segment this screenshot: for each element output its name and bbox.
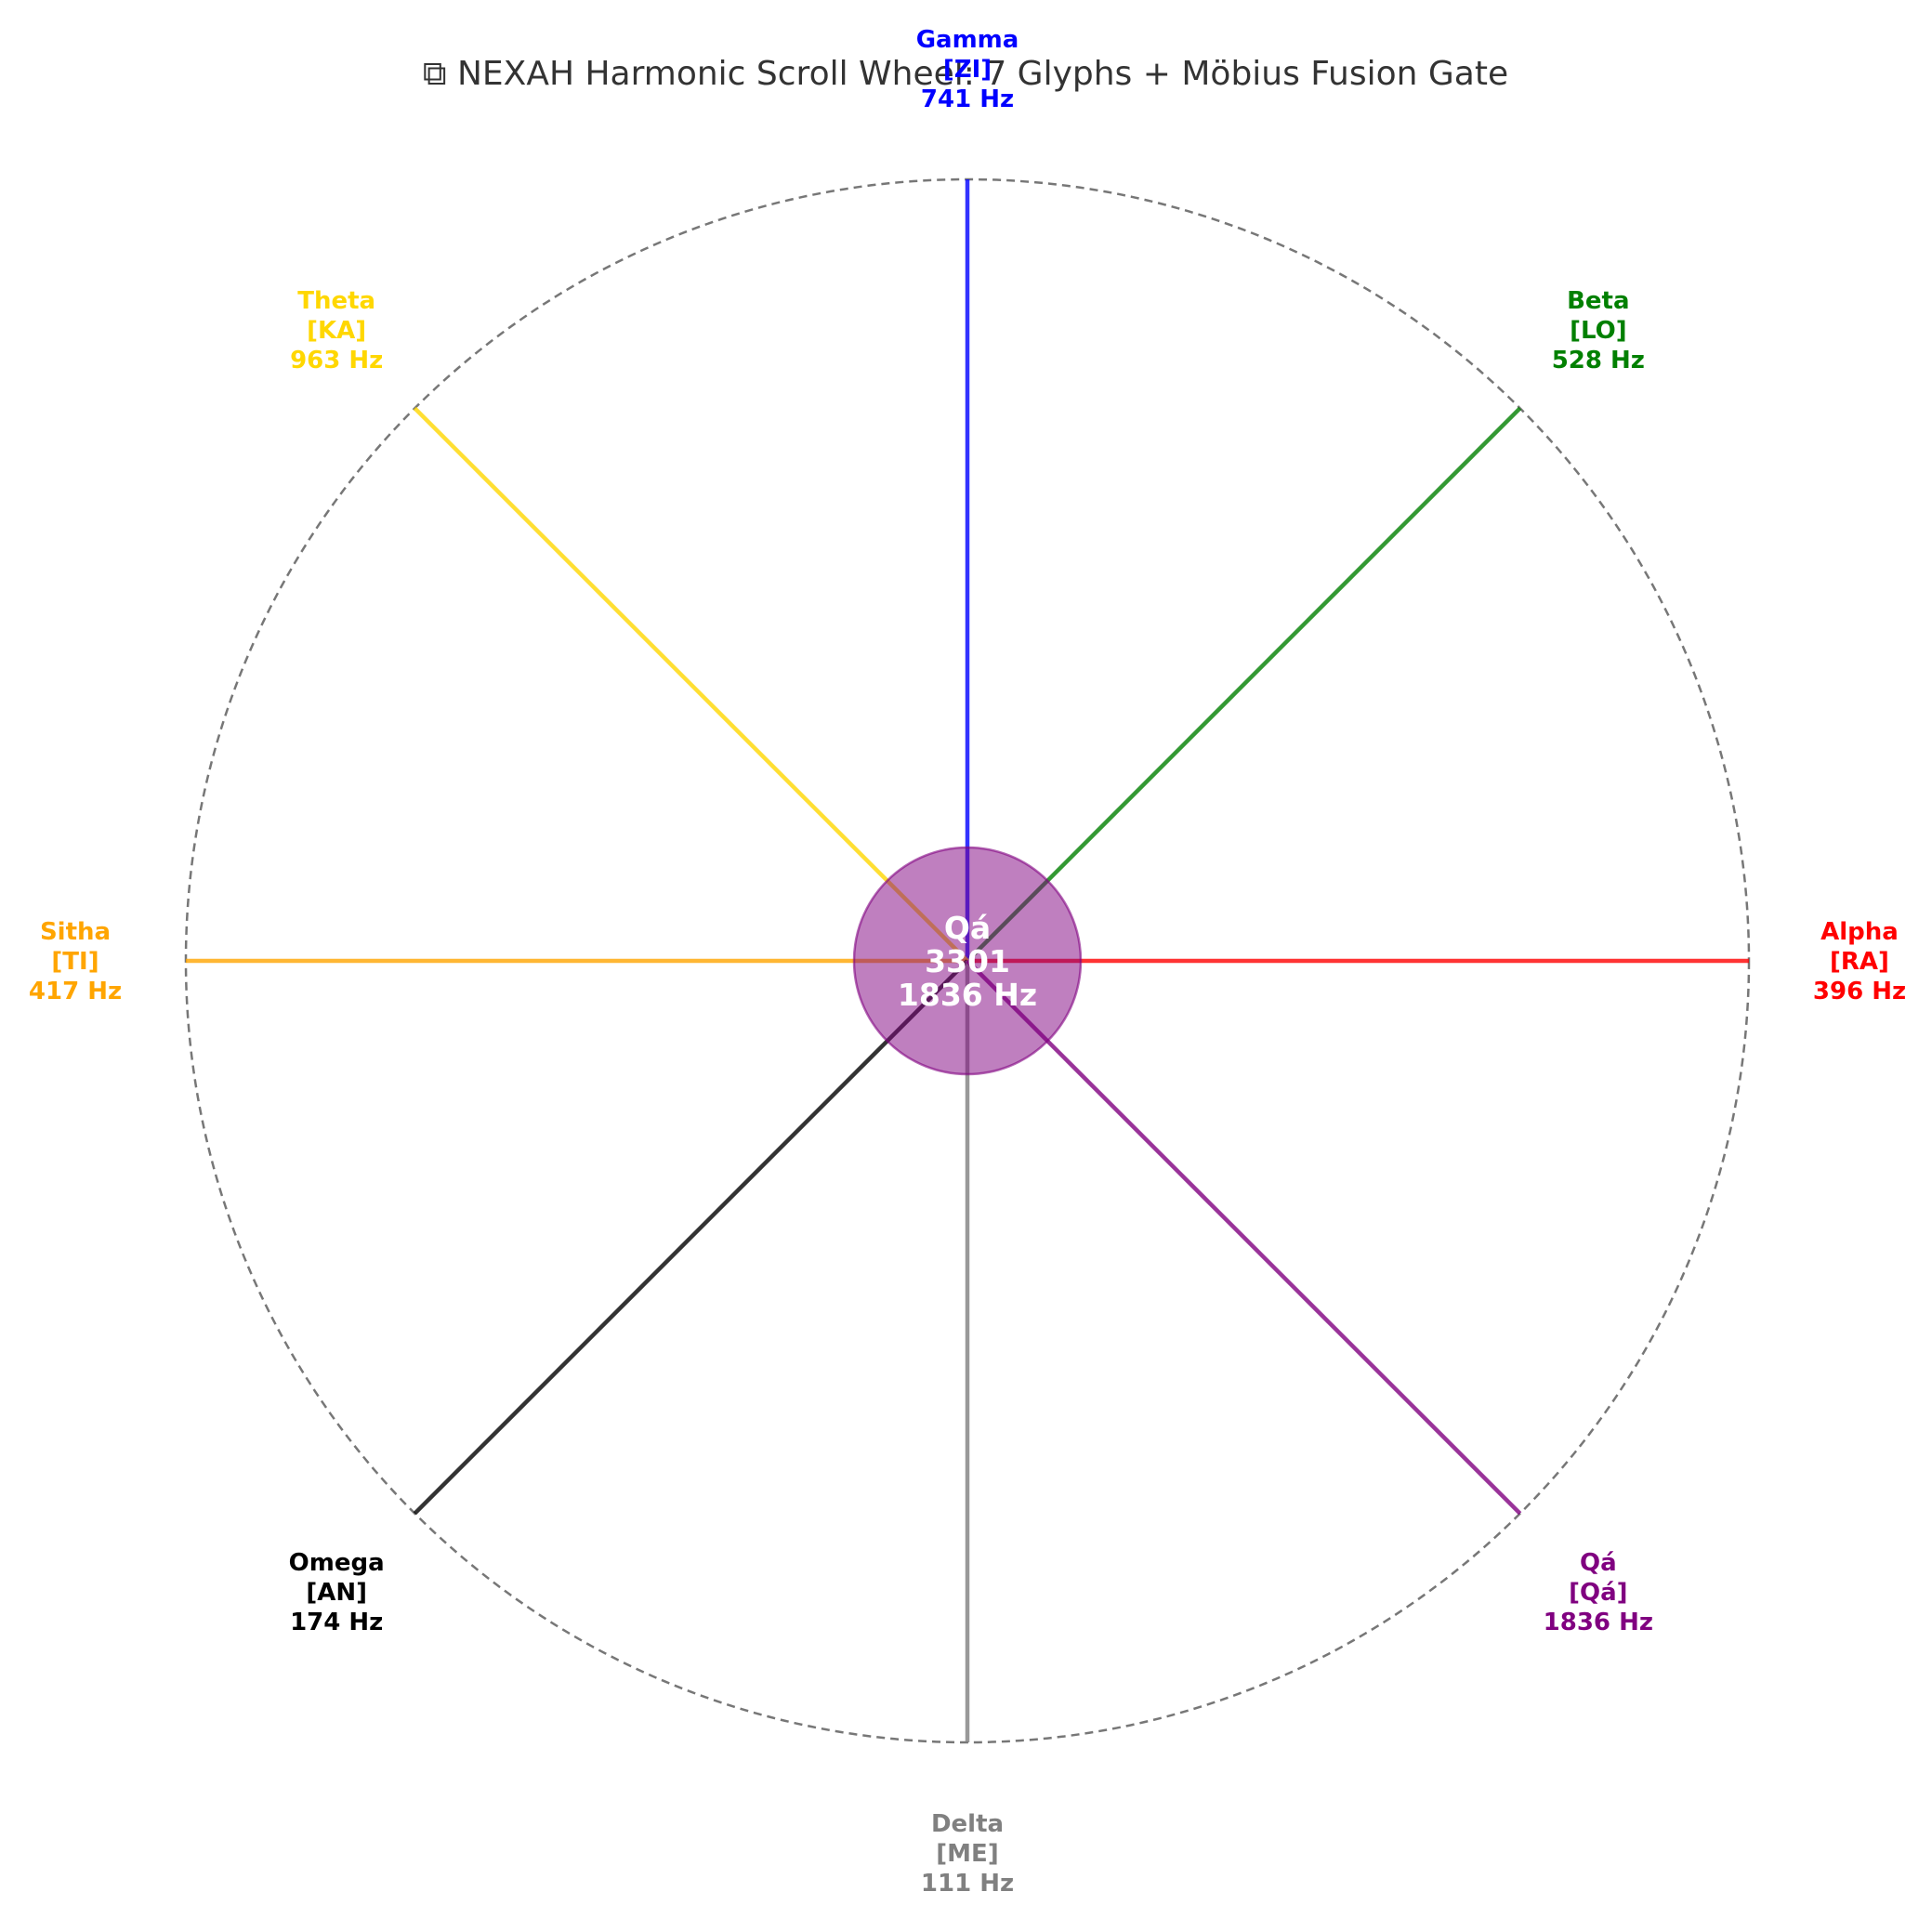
glyph-label-sitha: Sitha [TI] 417 Hz: [29, 918, 122, 1005]
glyph-label-omega: Omega [AN] 174 Hz: [289, 1549, 385, 1636]
glyph-label-qá: Qá [Qá] 1836 Hz: [1544, 1549, 1653, 1636]
labels-layer: Alpha [RA] 396 Hz Beta [LO] 528 Hz Gamma [ZI] 74…: [29, 26, 1906, 1898]
glyph-label-gamma: Gamma [ZI] 741 Hz: [916, 26, 1019, 113]
glyph-label-delta: Delta [ME] 111 Hz: [921, 1810, 1014, 1898]
fusion-gate-core: [852, 846, 1083, 1076]
core-label: Qá 3301 1836 Hz: [898, 910, 1037, 1013]
spokes-layer: [186, 179, 1749, 1742]
spoke-qá: [966, 959, 1522, 1516]
glyph-label-alpha: Alpha [RA] 396 Hz: [1813, 918, 1906, 1005]
spoke-beta: [966, 406, 1522, 963]
spoke-omega: [413, 959, 969, 1516]
core-label-text: Qá 3301 1836 Hz: [898, 910, 1037, 1013]
spoke-theta: [413, 406, 969, 963]
glyph-label-beta: Beta [LO] 528 Hz: [1552, 287, 1645, 374]
chart-title: ⧉ NEXAH Harmonic Scroll Wheel: 7 Glyphs …: [423, 55, 1508, 93]
glyph-label-theta: Theta [KA] 963 Hz: [290, 287, 383, 374]
